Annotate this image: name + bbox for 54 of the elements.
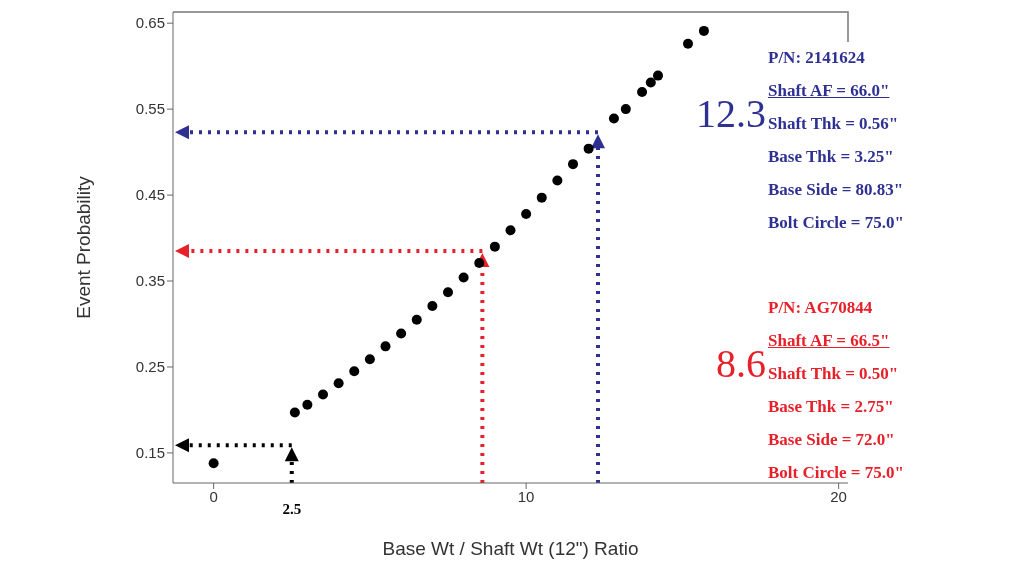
point	[349, 366, 360, 377]
annotation: Shaft AF = 66.5"	[768, 331, 890, 351]
point	[583, 143, 594, 154]
y-tick-label: 0.15	[135, 444, 165, 462]
point	[489, 241, 500, 252]
point	[411, 314, 422, 325]
point	[396, 328, 407, 339]
y-axis-title: Event Probability	[72, 175, 94, 319]
y-tick-label: 0.65	[135, 14, 165, 32]
x-tick-label: 10	[517, 487, 535, 505]
point	[474, 257, 485, 268]
annotation: P/N: 2141624	[768, 48, 865, 68]
point	[427, 300, 438, 311]
x-tick-label: 20	[830, 487, 847, 505]
point	[208, 458, 219, 469]
y-tick-label: 0.35	[135, 272, 165, 290]
point	[653, 70, 663, 81]
annotation: Base Side = 80.83"	[768, 180, 904, 200]
y-tick-label: 0.25	[135, 358, 165, 376]
x-tick-label: 0	[209, 487, 218, 505]
ref-line-label: 2.5	[281, 501, 303, 518]
point	[458, 272, 469, 283]
point	[302, 399, 313, 410]
point	[521, 208, 532, 219]
point	[318, 389, 328, 400]
annotation: Base Thk = 3.25"	[768, 147, 894, 167]
point	[637, 86, 648, 97]
point	[620, 104, 631, 115]
annotation: Shaft Thk = 0.56"	[768, 114, 899, 134]
point	[645, 77, 656, 88]
ref-line-label: 12.3	[695, 91, 766, 136]
y-tick-label: 0.45	[135, 186, 165, 204]
point	[568, 159, 578, 170]
point	[683, 38, 693, 49]
point	[380, 341, 391, 352]
point	[505, 225, 516, 236]
annotation: Base Side = 72.0"	[768, 430, 895, 450]
point	[364, 354, 375, 365]
y-tick-label: 0.55	[135, 100, 165, 118]
annotation: Bolt Circle = 75.0"	[768, 463, 904, 483]
point	[552, 175, 563, 186]
point	[443, 287, 453, 298]
x-axis-title: Base Wt / Shaft Wt (12") Ratio	[382, 538, 639, 559]
point	[698, 25, 709, 36]
point	[608, 113, 619, 124]
annotation: Base Thk = 2.75"	[768, 397, 894, 417]
point	[289, 407, 300, 418]
ref-line-label: 8.6	[715, 341, 766, 386]
annotation: Bolt Circle = 75.0"	[768, 213, 904, 233]
annotation: Shaft AF = 66.0"	[768, 81, 890, 101]
point	[536, 192, 547, 203]
annotation: P/N: AG70844	[768, 298, 873, 318]
point	[333, 378, 344, 389]
annotation: Shaft Thk = 0.50"	[768, 364, 899, 384]
